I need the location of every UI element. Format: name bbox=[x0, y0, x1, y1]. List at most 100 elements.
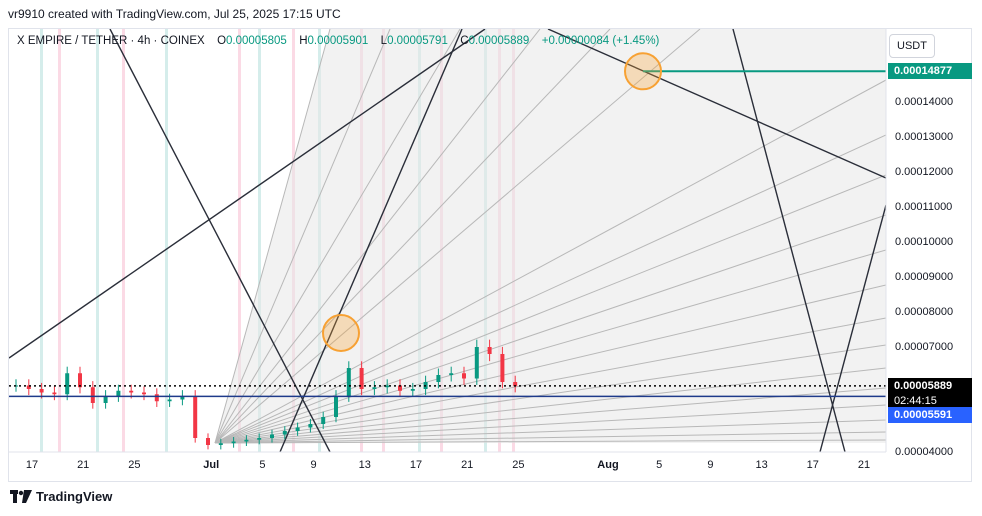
trend-line bbox=[819, 204, 886, 452]
candle-body bbox=[487, 347, 492, 354]
candle-body bbox=[116, 390, 121, 396]
fan-line bbox=[214, 419, 886, 444]
candle-body bbox=[398, 385, 402, 391]
highlight-band bbox=[122, 29, 125, 452]
trend-line bbox=[279, 29, 463, 452]
legend-low-value: 0.00005791 bbox=[387, 35, 448, 47]
candle-body bbox=[26, 385, 31, 389]
footer-brand-name: TradingView bbox=[36, 489, 113, 504]
candle-body bbox=[321, 417, 326, 424]
legend-open-value: 0.00005805 bbox=[226, 35, 287, 47]
time-tick-label: 25 bbox=[128, 459, 141, 471]
fan-line bbox=[214, 29, 541, 444]
price-tick-label: 0.00014000 bbox=[895, 96, 954, 108]
candle-body bbox=[206, 438, 210, 445]
candle-body bbox=[52, 392, 57, 395]
fan-line bbox=[214, 29, 391, 444]
legend-close-label: C bbox=[460, 35, 469, 47]
highlight-circles bbox=[322, 52, 662, 352]
candle-body bbox=[308, 424, 313, 428]
legend-symbol: X EMPIRE / TETHER · 4h · COINEX bbox=[17, 35, 205, 47]
price-tick-label: 0.00012000 bbox=[895, 166, 954, 178]
time-tick-label: Aug bbox=[597, 459, 619, 471]
price-lines bbox=[9, 70, 886, 398]
symbol-legend: X EMPIRE / TETHER · 4h · COINEX O0.00005… bbox=[17, 35, 659, 47]
time-tick-label: 17 bbox=[409, 459, 423, 471]
legend-change: +0.00000084 (+1.45%) bbox=[541, 35, 660, 47]
trend-line bbox=[732, 29, 846, 452]
candle-body bbox=[257, 438, 262, 440]
price-tick-label: 0.00013000 bbox=[895, 131, 954, 143]
candle-body bbox=[436, 375, 441, 382]
candle-body bbox=[334, 396, 338, 417]
fan-line bbox=[214, 387, 886, 444]
candle-body bbox=[154, 394, 159, 402]
candle-body bbox=[103, 396, 108, 403]
candle-body bbox=[78, 373, 82, 388]
highlight-band bbox=[238, 29, 241, 452]
candle-body bbox=[142, 392, 146, 395]
legend-high-label: H bbox=[299, 35, 308, 47]
highlight-band bbox=[58, 29, 61, 452]
tradingview-logo-icon bbox=[10, 490, 32, 503]
fan-line bbox=[214, 317, 886, 444]
candle-body bbox=[180, 396, 185, 400]
trend-line bbox=[9, 29, 486, 359]
time-tick-label: 5 bbox=[656, 459, 663, 471]
currency-button[interactable]: USDT bbox=[889, 34, 935, 58]
time-tick-label: 21 bbox=[857, 459, 871, 471]
trend-line bbox=[109, 29, 331, 452]
fan-line bbox=[214, 29, 701, 444]
fan-line bbox=[214, 29, 461, 444]
footer-branding: TradingView bbox=[10, 489, 112, 504]
chart-frame bbox=[8, 28, 972, 482]
price-tick-label: 0.00009000 bbox=[895, 271, 954, 283]
plot-area bbox=[9, 29, 886, 452]
candle-body bbox=[39, 389, 44, 393]
time-tick-label: 21 bbox=[461, 459, 474, 471]
fan-line bbox=[214, 344, 886, 444]
price-tick-label: 0.00011000 bbox=[895, 201, 953, 213]
candle-body bbox=[231, 441, 236, 444]
fan-line bbox=[214, 404, 886, 444]
fan-line bbox=[214, 214, 886, 444]
time-tick-label: 13 bbox=[358, 459, 371, 471]
candle-body bbox=[295, 427, 300, 431]
time-tick-label: 17 bbox=[806, 459, 819, 471]
time-tick-label: 21 bbox=[77, 459, 90, 471]
candle-body bbox=[410, 389, 415, 391]
fan-line bbox=[214, 174, 886, 444]
legend-open-label: O bbox=[217, 35, 227, 47]
time-tick-label: 13 bbox=[755, 459, 768, 471]
candle-body bbox=[500, 354, 505, 382]
candle-body bbox=[449, 373, 454, 375]
time-tick-label: Jul bbox=[203, 459, 220, 471]
time-tick-label: 9 bbox=[707, 459, 714, 471]
trend-lines bbox=[9, 29, 886, 452]
fan-line bbox=[214, 29, 331, 444]
candle-body bbox=[474, 347, 479, 379]
candles bbox=[14, 339, 518, 450]
chart-credit: vr9910 created with TradingView.com, Jul… bbox=[8, 7, 341, 21]
highlight-band bbox=[258, 29, 261, 452]
candle-body bbox=[462, 373, 466, 379]
legend-close-value: 0.00005889 bbox=[468, 35, 530, 47]
target-price-label: 0.00014877 bbox=[888, 63, 972, 80]
time-tick-label: 17 bbox=[25, 459, 39, 471]
candle-body bbox=[167, 399, 172, 402]
highlight-band bbox=[40, 29, 43, 452]
bar-countdown-label: 02:44:15 bbox=[888, 392, 972, 409]
highlight-circle bbox=[322, 314, 360, 352]
candle-body bbox=[372, 387, 377, 389]
trend-line bbox=[547, 29, 886, 179]
baseline-price-label: 0.00005591 bbox=[888, 407, 972, 424]
price-tick-label: 0.00004000 bbox=[895, 446, 954, 458]
legend-high-value: 0.00005901 bbox=[307, 35, 369, 47]
fan-line bbox=[214, 284, 886, 444]
candle-body bbox=[513, 382, 518, 387]
highlight-circle bbox=[624, 52, 662, 91]
fan-line bbox=[214, 79, 886, 444]
candle-body bbox=[193, 396, 198, 438]
current-price-label: 0.00005889 bbox=[888, 377, 972, 394]
